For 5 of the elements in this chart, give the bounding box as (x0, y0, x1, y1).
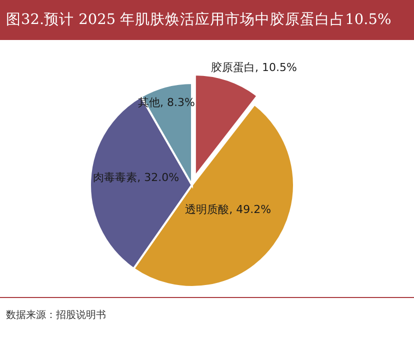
chart-title: 图32.预计 2025 年肌肤焕活应用市场中胶原蛋白占10.5% (0, 0, 414, 40)
slice-label: 胶原蛋白, 10.5% (210, 60, 298, 75)
slice-label: 透明质酸, 49.2% (184, 202, 272, 218)
slice-label: 肉毒毒素, 32.0% (92, 170, 180, 185)
source-note: 数据来源：招股说明书 (6, 308, 106, 322)
